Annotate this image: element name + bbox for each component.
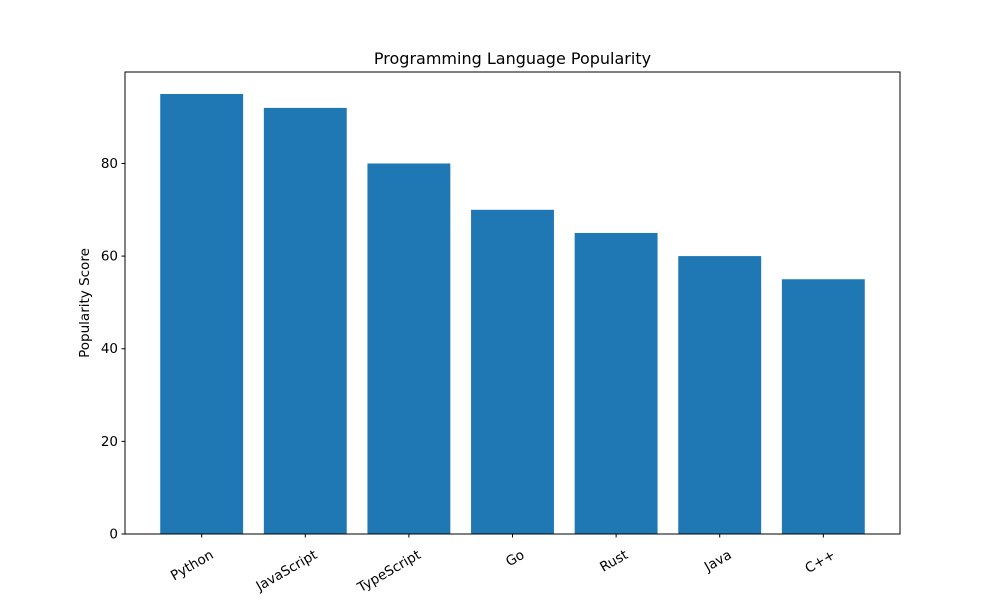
bar-cpp: [781, 279, 865, 534]
y-axis-label: Popularity Score: [77, 248, 93, 358]
x-tick-label: Python: [168, 547, 217, 584]
plot-frame: [124, 71, 901, 535]
x-tick-label: Rust: [597, 547, 631, 576]
x-tick-label: Go: [503, 547, 527, 570]
chart-title: Programming Language Popularity: [374, 49, 651, 68]
bar-rust: [574, 232, 658, 534]
bar-python: [160, 94, 244, 534]
bar-javascript: [263, 107, 347, 534]
y-tick-label: 40: [101, 341, 118, 357]
y-tick-label: 80: [101, 156, 118, 172]
x-tick-label: C++: [802, 547, 838, 577]
bar-go: [471, 209, 554, 534]
y-tick-label: 60: [101, 249, 118, 265]
x-tick-label: JavaScript: [253, 547, 320, 595]
x-tick-label: Java: [701, 547, 735, 576]
bar-typescript: [367, 163, 451, 534]
y-tick-label: 20: [101, 434, 118, 450]
y-tick-label: 0: [109, 527, 118, 543]
x-tick-label: TypeScript: [354, 547, 424, 596]
bar-java: [678, 256, 762, 534]
